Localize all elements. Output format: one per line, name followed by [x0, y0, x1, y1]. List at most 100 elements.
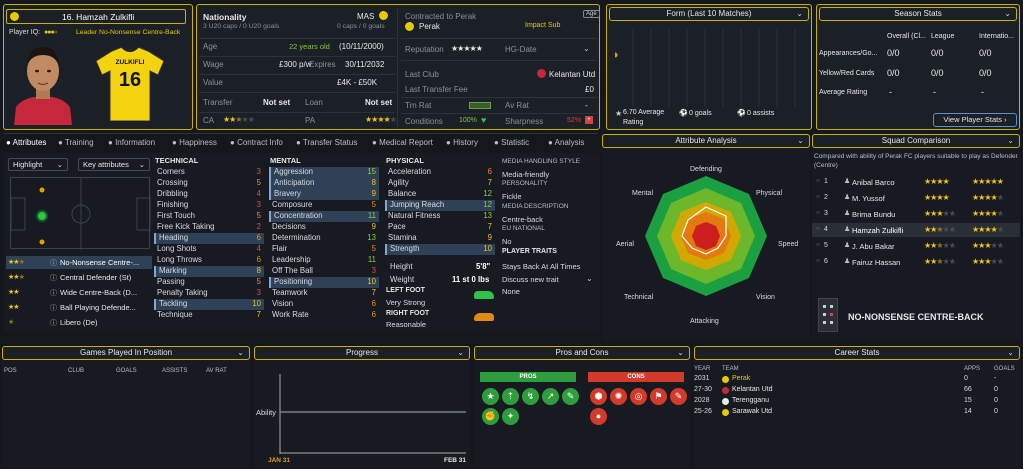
career-row[interactable]: 2028 Terengganu 15 0 [694, 397, 998, 405]
player-name-box[interactable]: 16. Hamzah Zulkifli [6, 9, 186, 24]
pro-brave-icon[interactable]: ✦ [502, 408, 519, 425]
chevron-down-icon[interactable]: ⌄ [586, 274, 593, 283]
pros-cons-panel: Pros and Cons ⌄ PROS CONS ★ ⇡ ↯ ↗ ✎ ✊ ✦ … [474, 346, 690, 467]
squad-row[interactable]: ○ 3 ♟ Brima Bundu ★★★★★ ★★★★★ [816, 209, 1004, 219]
tactic-board-icon [818, 298, 838, 332]
season-r2v3: 0/0 [979, 68, 992, 78]
shirt-name: ZULKIFLI [115, 59, 145, 66]
squad-row[interactable]: ○ 6 ♟ Fairuz Hassan ★★★★★ ★★★★★ [816, 257, 1004, 267]
age-value: 22 years old [289, 42, 330, 51]
key-attributes-select[interactable]: Key attributes ⌄ [78, 158, 150, 171]
left-foot-value: Very Strong [386, 298, 426, 307]
attr-agility: Agility 7 [388, 178, 492, 187]
club-icon [405, 22, 414, 31]
con-boot-icon[interactable]: ⬢ [590, 388, 607, 405]
con-pen-icon[interactable]: ✎ [670, 388, 687, 405]
radar-label-technical: Technical [624, 294, 654, 301]
games-header[interactable]: Games Played In Position ⌄ [2, 346, 250, 360]
attr-aggression: Aggression 15 [269, 167, 379, 178]
role-item[interactable]: ★★★ ⓘ Central Defender (St) [8, 273, 132, 282]
pros-cons-header[interactable]: Pros and Cons ⌄ [474, 346, 690, 360]
tab-medical-report[interactable]: ● Medical Report [372, 138, 433, 147]
squad-row[interactable]: ○ 1 ♟ Anibal Barco ★★★★ ★★★★★ [816, 177, 1004, 187]
attr-flair: Flair 5 [272, 244, 376, 253]
caps-right-text: 0 caps / 0 goals [337, 23, 385, 30]
season-stats-panel: Season Stats ⌄ Overall (Cl... League Int… [816, 4, 1020, 130]
boot-icon: ⚽ [737, 110, 746, 117]
career-header[interactable]: Career Stats ⌄ [694, 346, 1020, 360]
role-item[interactable]: ★★ ⓘ Wide Centre-Back (D... [8, 288, 138, 297]
con-ball-icon[interactable]: ● [590, 408, 607, 425]
con-brain-icon[interactable]: ✺ [610, 388, 627, 405]
tab-history[interactable]: ● History [446, 138, 478, 147]
season-header[interactable]: Season Stats ⌄ [819, 7, 1017, 21]
tab-happiness[interactable]: ● Happiness [172, 138, 217, 147]
attr-acceleration: Acceleration 6 [388, 167, 492, 176]
avg-rating-label: Rating [623, 119, 644, 126]
hg-chevron-icon[interactable]: ⌄ [583, 44, 590, 53]
season-title: Season Stats [894, 9, 942, 18]
tab-attributes[interactable]: ● Attributes [6, 138, 47, 147]
career-row[interactable]: 2031 Perak 0 - [694, 375, 997, 383]
media-desc-label: MEDIA DESCRIPTION [502, 203, 569, 210]
con-target-icon[interactable]: ◎ [630, 388, 647, 405]
last-club-icon [537, 69, 546, 78]
career-row[interactable]: 25-26 Sarawak Utd 14 0 [694, 408, 998, 416]
squad-title: Squad Comparison [881, 136, 951, 145]
media-style-value: Media-friendly [502, 170, 550, 179]
col-goals: GOALS [116, 368, 137, 374]
tab-transfer-status[interactable]: ● Transfer Status [296, 138, 358, 147]
view-player-stats-button[interactable]: View Player Stats › [933, 113, 1017, 127]
tab-analysis[interactable]: ● Analysis [548, 138, 585, 147]
club-name[interactable]: Perak [419, 22, 440, 31]
progress-header[interactable]: Progress ⌄ [254, 346, 470, 360]
role-item[interactable]: ★ ⓘ Libero (De) [8, 318, 98, 327]
attr-pace: Pace 7 [388, 222, 492, 231]
info-icon: ⓘ [50, 320, 57, 327]
tab-statistic[interactable]: ● Statistic [494, 138, 530, 147]
squad-header[interactable]: Squad Comparison ⌄ [812, 134, 1020, 148]
squad-row[interactable]: ○ 2 ♟ M. Yussof ★★★★ ★★★★★ [816, 193, 1004, 203]
weight-label: Weight [390, 275, 415, 284]
club-icon [722, 409, 729, 416]
tab-contract-info[interactable]: ● Contract Info [230, 138, 283, 147]
squad-row[interactable]: ○ 5 ♟ J. Abu Bakar ★★★★★ ★★★★★ [816, 241, 1004, 251]
analysis-title: Attribute Analysis [675, 136, 737, 145]
season-col1: Overall (Cl... [887, 33, 926, 40]
tab-information[interactable]: ● Information [108, 138, 156, 147]
right-foot-label: RIGHT FOOT [386, 310, 430, 317]
con-run-icon[interactable]: ⚑ [650, 388, 667, 405]
pro-star-icon[interactable]: ★ [482, 388, 499, 405]
progress-panel: Progress ⌄ Ability JAN 31 FEB 31 [254, 346, 470, 467]
attr-composure: Composure 5 [272, 200, 376, 209]
highlight-select[interactable]: Highlight ⌄ [8, 158, 68, 171]
analysis-header[interactable]: Attribute Analysis ⌄ [602, 134, 810, 148]
club-icon [722, 376, 729, 383]
pro-tackle-icon[interactable]: ↯ [522, 388, 539, 405]
right-foot-value: Reasonable [386, 320, 427, 329]
club-badge-icon [10, 12, 19, 21]
role-item[interactable]: ★★★ ⓘ No-Nonsense Centre-... [6, 256, 152, 269]
form-header[interactable]: Form (Last 10 Matches) ⌄ [609, 7, 809, 21]
role-item[interactable]: ★★ ⓘ Ball Playing Defende... [8, 303, 136, 312]
form-assists: 0 assists [747, 110, 775, 117]
attr-jumping-reach: Jumping Reach 12 [385, 200, 495, 211]
pro-trend-icon[interactable]: ↗ [542, 388, 559, 405]
career-row[interactable]: 27-30 Kelantan Utd 66 0 [694, 386, 998, 394]
conditions-value: 100% [459, 117, 477, 124]
pro-jump-icon[interactable]: ⇡ [502, 388, 519, 405]
last-club-value[interactable]: Kelantan Utd [549, 70, 596, 79]
career-stats-panel: Career Stats ⌄ YEAR TEAM APPS GOALS 2031… [694, 346, 1020, 467]
traits-label: PLAYER TRAITS [502, 248, 557, 255]
shirt-number: 16 [118, 69, 142, 91]
loan-label: Loan [305, 98, 323, 107]
squad-row-highlight[interactable]: ○ 4 ♟ Hamzah Zulkifli ★★★★★ ★★★★★ [812, 223, 1020, 237]
season-r1v3: 0/0 [979, 48, 992, 58]
player-shirt: ZULKIFLI 16 [96, 47, 164, 121]
pros-header: PROS [480, 372, 576, 382]
tab-training[interactable]: ● Training [58, 138, 94, 147]
col-apps: APPS [964, 366, 981, 372]
discuss-trait-link[interactable]: Discuss new trait [502, 275, 559, 284]
pro-aggression-icon[interactable]: ✊ [482, 408, 499, 425]
pro-pen-icon[interactable]: ✎ [562, 388, 579, 405]
